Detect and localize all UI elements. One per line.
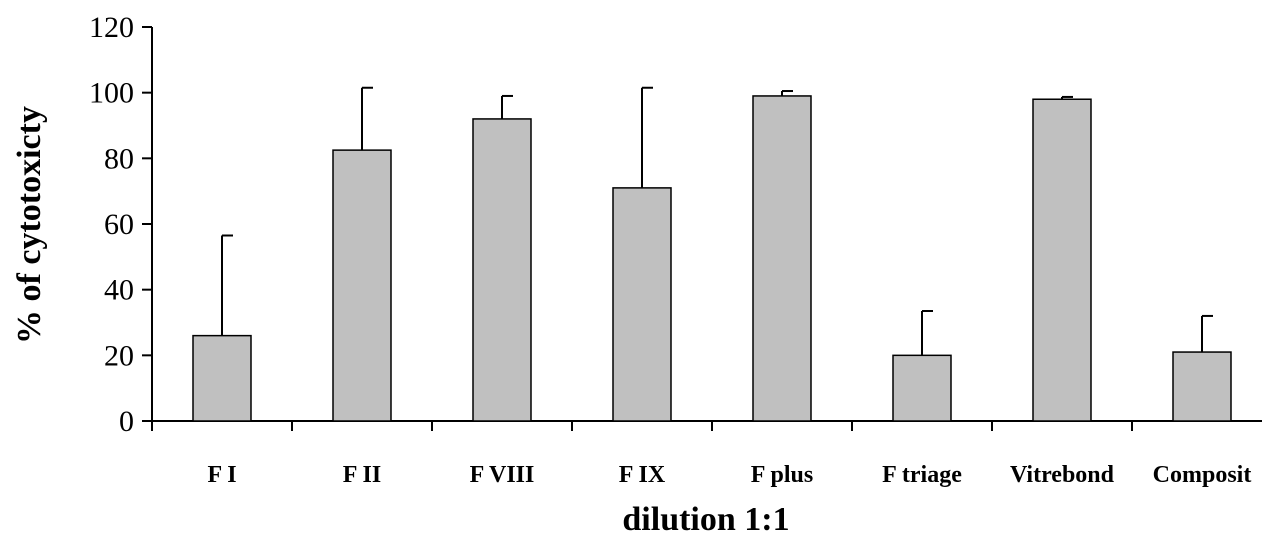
y-tick-label: 60 (104, 208, 134, 241)
plot-area: 0 20 40 60 80 100 120 F I F II F VIII F IX F plus F … (89, 11, 1262, 488)
y-axis-title: % of cytotoxicty (11, 106, 48, 344)
x-axis-title: dilution 1:1 (622, 501, 789, 538)
y-tick-label: 120 (89, 11, 134, 44)
bar (1032, 98, 1092, 422)
x-tick-label: F plus (751, 462, 813, 488)
bar (192, 334, 252, 422)
bar (612, 187, 672, 422)
x-tick-label: Vitrebond (1010, 462, 1115, 488)
x-tick-label: F VIII (470, 462, 535, 488)
y-tick-label: 20 (104, 339, 134, 372)
x-tick-label: F I (207, 462, 236, 488)
x-tick-label: F triage (882, 462, 962, 488)
bar (752, 95, 812, 422)
y-tick-label: 40 (104, 274, 134, 307)
bar (332, 149, 392, 422)
x-tick-label: F II (343, 462, 381, 488)
y-tick-label: 0 (119, 405, 134, 438)
x-tick-label: F IX (619, 462, 666, 488)
bar (892, 354, 952, 422)
y-tick-label: 80 (104, 142, 134, 175)
y-tick-label: 100 (89, 77, 134, 110)
bar (1172, 351, 1232, 422)
bar (472, 118, 532, 422)
x-tick-label: Composit (1153, 462, 1252, 488)
